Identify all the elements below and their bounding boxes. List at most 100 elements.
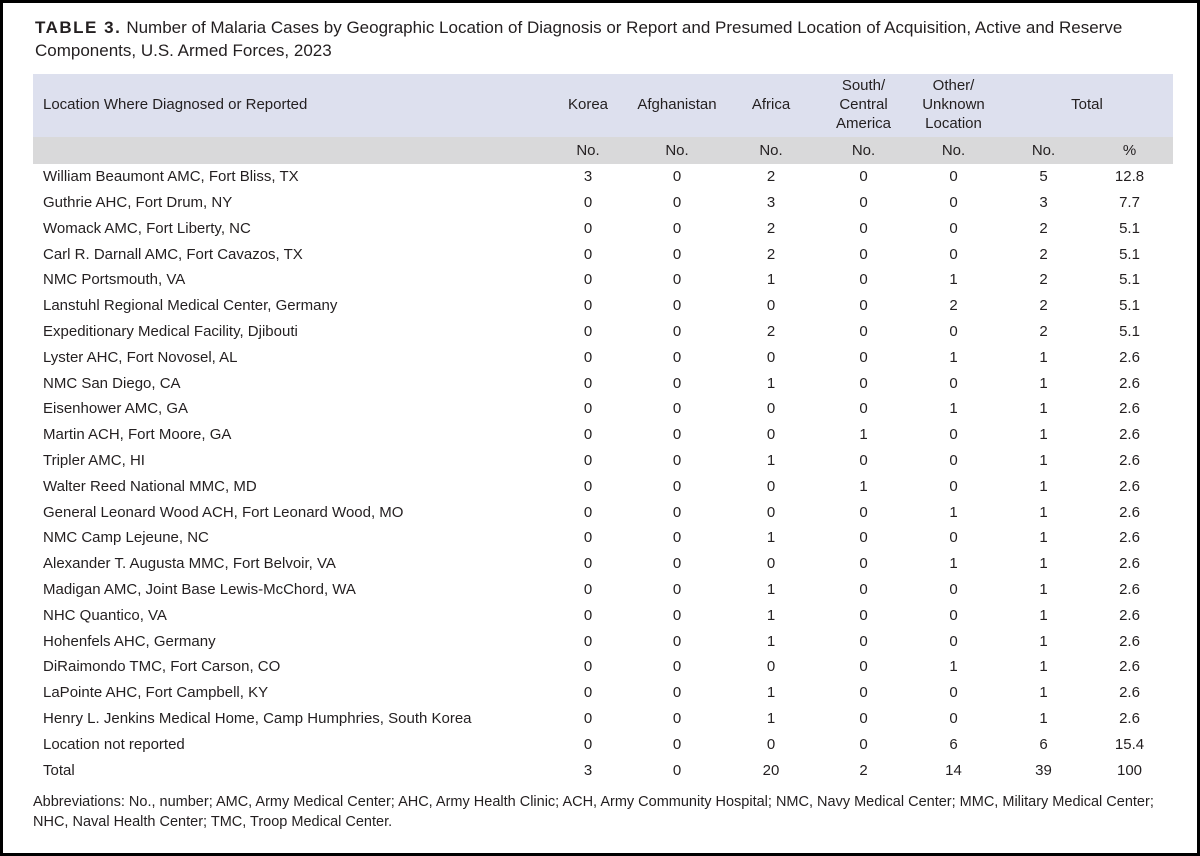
value-cell: 1 <box>906 344 1001 371</box>
location-cell: NMC Portsmouth, VA <box>33 267 543 293</box>
table-row: Guthrie AHC, Fort Drum, NY 0 0 3 0 0 3 7.7 <box>33 189 1173 216</box>
location-cell: Eisenhower AMC, GA <box>33 396 543 422</box>
value-cell: 0 <box>633 318 721 345</box>
location-cell: Martin ACH, Fort Moore, GA <box>33 421 543 448</box>
location-cell: DiRaimondo TMC, Fort Carson, CO <box>33 654 543 680</box>
value-cell: 2 <box>1001 292 1086 319</box>
value-cell: 1 <box>1001 628 1086 655</box>
value-cell: 0 <box>633 421 721 448</box>
value-cell: 0 <box>906 241 1001 268</box>
value-cell: 0 <box>633 396 721 422</box>
value-cell: 0 <box>821 679 906 706</box>
value-cell: 2.6 <box>1086 421 1173 448</box>
table-title-text: Number of Malaria Cases by Geographic Lo… <box>35 18 1123 60</box>
location-cell: Total <box>33 757 543 783</box>
location-cell: Womack AMC, Fort Liberty, NC <box>33 215 543 242</box>
location-cell: Madigan AMC, Joint Base Lewis-McChord, W… <box>33 576 543 603</box>
value-cell: 0 <box>543 267 633 293</box>
value-cell: 1 <box>1001 705 1086 732</box>
value-cell: 3 <box>543 163 633 190</box>
value-cell: 0 <box>633 267 721 293</box>
value-cell: 0 <box>543 344 633 371</box>
value-cell: 1 <box>721 447 821 474</box>
value-cell: 0 <box>906 576 1001 603</box>
location-cell: Expeditionary Medical Facility, Djibouti <box>33 318 543 345</box>
value-cell: 5.1 <box>1086 318 1173 345</box>
value-cell: 1 <box>1001 602 1086 629</box>
value-cell: 0 <box>633 447 721 474</box>
value-cell: 1 <box>821 421 906 448</box>
value-cell: 0 <box>543 654 633 680</box>
column-header-korea: Korea <box>543 73 633 137</box>
value-cell: 0 <box>543 241 633 268</box>
value-cell: 0 <box>821 550 906 577</box>
column-header-other-unknown: Other/ Unknown Location <box>906 73 1001 137</box>
page-content: TABLE 3. Number of Malaria Cases by Geogr… <box>3 17 1197 833</box>
value-cell: 2.6 <box>1086 576 1173 603</box>
value-cell: 0 <box>633 602 721 629</box>
value-cell: 6 <box>906 731 1001 758</box>
table-row: Eisenhower AMC, GA 0 0 0 0 1 1 2.6 <box>33 396 1173 422</box>
value-cell: 1 <box>906 654 1001 680</box>
value-cell: 0 <box>821 602 906 629</box>
unit-header-korea: No. <box>543 136 633 164</box>
value-cell: 0 <box>543 370 633 397</box>
value-cell: 100 <box>1086 757 1173 783</box>
value-cell: 0 <box>721 499 821 526</box>
value-cell: 1 <box>721 525 821 551</box>
value-cell: 0 <box>906 370 1001 397</box>
value-cell: 6 <box>1001 731 1086 758</box>
table-row: Expeditionary Medical Facility, Djibouti… <box>33 318 1173 345</box>
value-cell: 0 <box>821 525 906 551</box>
value-cell: 0 <box>543 292 633 319</box>
table-row: LaPointe AHC, Fort Campbell, KY 0 0 1 0 0 1 2.6 <box>33 679 1173 706</box>
value-cell: 5.1 <box>1086 267 1173 293</box>
value-cell: 1 <box>906 267 1001 293</box>
value-cell: 0 <box>906 163 1001 190</box>
value-cell: 0 <box>633 705 721 732</box>
value-cell: 2 <box>1001 267 1086 293</box>
location-cell: NMC Camp Lejeune, NC <box>33 525 543 551</box>
table-row: Carl R. Darnall AMC, Fort Cavazos, TX 0 0 2… <box>33 241 1173 268</box>
value-cell: 2 <box>906 292 1001 319</box>
column-header-total: Total <box>1001 73 1173 137</box>
value-cell: 0 <box>906 447 1001 474</box>
column-header-afghanistan: Afghanistan <box>633 73 721 137</box>
location-cell: Henry L. Jenkins Medical Home, Camp Hump… <box>33 705 543 732</box>
table-row: NMC Portsmouth, VA 0 0 1 0 1 2 5.1 <box>33 267 1173 293</box>
value-cell: 0 <box>543 628 633 655</box>
table-row: Henry L. Jenkins Medical Home, Camp Hump… <box>33 705 1173 732</box>
value-cell: 0 <box>633 241 721 268</box>
value-cell: 0 <box>721 731 821 758</box>
location-cell: NHC Quantico, VA <box>33 602 543 629</box>
value-cell: 0 <box>821 654 906 680</box>
value-cell: 0 <box>821 576 906 603</box>
value-cell: 0 <box>821 628 906 655</box>
value-cell: 0 <box>821 292 906 319</box>
value-cell: 1 <box>721 267 821 293</box>
value-cell: 2.6 <box>1086 370 1173 397</box>
table-header: Location Where Diagnosed or Reported Kor… <box>33 73 1173 164</box>
value-cell: 1 <box>1001 473 1086 500</box>
value-cell: 0 <box>906 421 1001 448</box>
value-cell: 0 <box>906 705 1001 732</box>
value-cell: 2.6 <box>1086 499 1173 526</box>
value-cell: 0 <box>721 292 821 319</box>
column-header-south-central-america: South/ Central America <box>821 73 906 137</box>
location-cell: LaPointe AHC, Fort Campbell, KY <box>33 679 543 706</box>
value-cell: 15.4 <box>1086 731 1173 758</box>
value-cell: 0 <box>906 602 1001 629</box>
unit-header-percent: % <box>1086 136 1173 164</box>
value-cell: 1 <box>1001 421 1086 448</box>
table-row: NMC Camp Lejeune, NC 0 0 1 0 0 1 2.6 <box>33 525 1173 551</box>
value-cell: 12.8 <box>1086 163 1173 190</box>
value-cell: 0 <box>633 473 721 500</box>
location-cell: General Leonard Wood ACH, Fort Leonard W… <box>33 499 543 526</box>
value-cell: 2.6 <box>1086 473 1173 500</box>
value-cell: 0 <box>543 318 633 345</box>
value-cell: 0 <box>821 215 906 242</box>
value-cell: 1 <box>1001 679 1086 706</box>
value-cell: 0 <box>721 421 821 448</box>
table-row: General Leonard Wood ACH, Fort Leonard W… <box>33 499 1173 526</box>
